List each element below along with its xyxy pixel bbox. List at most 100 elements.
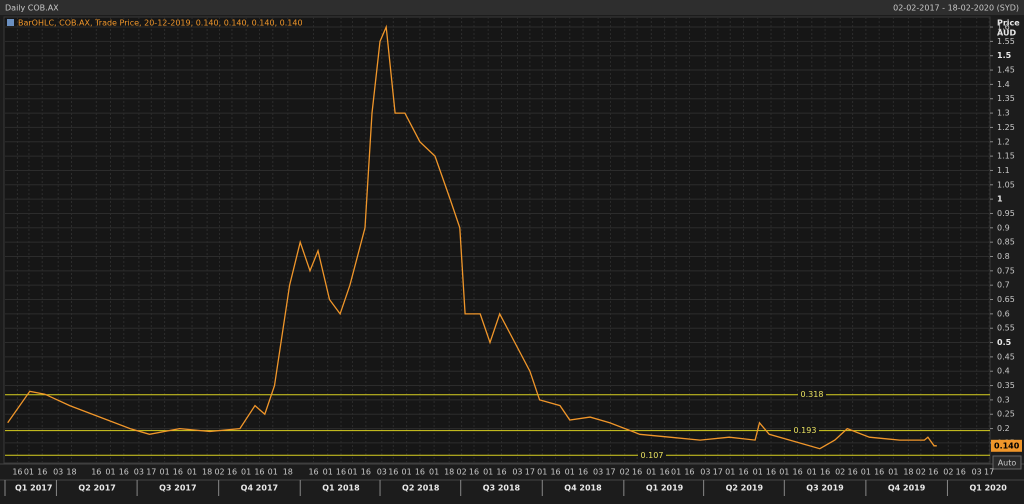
header-title: Daily COB.AX	[5, 4, 59, 13]
x-tick-label: 02	[456, 468, 466, 477]
level-label: 0.318	[801, 390, 824, 399]
x-tick-label: 01	[646, 468, 656, 477]
y-tick-label: 0.95	[997, 209, 1015, 218]
x-tick-label: 17	[713, 468, 723, 477]
header-range: 02-02-2017 - 18-02-2020 (SYD)	[893, 4, 1019, 13]
x-tick-label: 01	[888, 468, 898, 477]
x-tick-label: 16	[847, 468, 857, 477]
x-tick-label: 16	[308, 468, 318, 477]
x-tick-label: 17	[984, 468, 994, 477]
auto-button[interactable]	[992, 455, 1022, 470]
x-tick-label: 16	[415, 468, 425, 477]
x-tick-label: 16	[119, 468, 129, 477]
x-tick-label: 02	[214, 468, 224, 477]
x-tick-label: 16	[336, 468, 346, 477]
x-tick-label: 16	[361, 468, 371, 477]
x-tick-label: 01	[159, 468, 169, 477]
y-tick-label: 0.25	[997, 410, 1015, 419]
y-tick-label: 0.55	[997, 324, 1015, 333]
x-tick-label: 18	[444, 468, 454, 477]
legend-text: BarOHLC, COB.AX, Trade Price, 20-12-2019…	[18, 19, 303, 28]
y-tick-label: 0.8	[997, 252, 1010, 261]
y-tick-label: 1.45	[997, 66, 1015, 75]
y-tick-label: 0.7	[997, 281, 1010, 290]
x-tick-label: 01	[429, 468, 439, 477]
quarter-label: Q2 2018	[402, 484, 440, 493]
x-tick-label: 16	[173, 468, 183, 477]
auto-button-label[interactable]: Auto	[998, 459, 1017, 468]
y-tick-label: 1.1	[997, 166, 1010, 175]
x-tick-label: 01	[241, 468, 251, 477]
quarter-label: Q2 2017	[78, 484, 115, 493]
x-tick-label: 16	[227, 468, 237, 477]
y-tick-label: 0.45	[997, 352, 1015, 361]
y-tick-label: 0.85	[997, 238, 1015, 247]
y-tick-label: 1	[997, 195, 1003, 204]
x-tick-label: 16	[254, 468, 264, 477]
x-tick-label: 03	[972, 468, 982, 477]
y-tick-label: 1.55	[997, 37, 1015, 46]
y-tick-label: 1.5	[997, 51, 1012, 60]
x-tick-label: 16	[793, 468, 803, 477]
y-tick-label: 1.15	[997, 152, 1015, 161]
quarter-label: Q3 2017	[159, 484, 196, 493]
x-tick-label: 01	[565, 468, 575, 477]
x-tick-label: 18	[283, 468, 293, 477]
x-tick-label: 16	[956, 468, 966, 477]
x-tick-label: 16	[91, 468, 101, 477]
x-tick-label: 01	[483, 468, 493, 477]
x-tick-label: 16	[37, 468, 47, 477]
x-tick-label: 16	[388, 468, 398, 477]
y-tick-label: 0.5	[997, 338, 1012, 347]
x-tick-label: 01	[537, 468, 547, 477]
x-tick-label: 01	[753, 468, 763, 477]
x-tick-label: 16	[684, 468, 694, 477]
x-tick-label: 16	[766, 468, 776, 477]
y-tick-label: 0.75	[997, 266, 1015, 275]
x-tick-label: 01	[861, 468, 871, 477]
x-tick-label: 02	[620, 468, 630, 477]
x-tick-label: 01	[323, 468, 333, 477]
x-tick-label: 16	[550, 468, 560, 477]
x-tick-label: 01	[807, 468, 817, 477]
x-tick-label: 02	[943, 468, 953, 477]
quarter-label: Q4 2017	[241, 484, 278, 493]
x-tick-label: 17	[525, 468, 535, 477]
x-tick-label: 01	[671, 468, 681, 477]
x-tick-label: 16	[820, 468, 830, 477]
x-tick-label: 16	[12, 468, 22, 477]
y-tick-label: 0.3	[997, 395, 1010, 404]
x-tick-label: 16	[632, 468, 642, 477]
x-tick-label: 18	[903, 468, 913, 477]
x-tick-label: 03	[700, 468, 710, 477]
y-tick-label: 1.3	[997, 109, 1010, 118]
x-tick-label: 18	[66, 468, 76, 477]
x-tick-label: 01	[187, 468, 197, 477]
y-axis-unit: AUD	[997, 29, 1016, 38]
x-tick-label: 01	[725, 468, 735, 477]
y-tick-label: 0.65	[997, 295, 1015, 304]
x-tick-label: 16	[496, 468, 506, 477]
y-tick-label: 1.25	[997, 123, 1015, 132]
quarter-label: Q1 2019	[646, 484, 684, 493]
quarter-label: Q4 2019	[888, 484, 926, 493]
x-tick-label: 16	[928, 468, 938, 477]
y-tick-label: 0.6	[997, 309, 1010, 318]
x-tick-label: 16	[660, 468, 670, 477]
last-price-tag	[991, 439, 1022, 452]
x-tick-label: 03	[53, 468, 63, 477]
quarter-label: Q3 2018	[483, 484, 521, 493]
x-tick-label: 03	[593, 468, 603, 477]
quarter-label: Q3 2019	[806, 484, 844, 493]
quarter-label: Q1 2020	[969, 484, 1007, 493]
x-tick-label: 01	[779, 468, 789, 477]
legend-icon	[7, 19, 14, 26]
x-tick-label: 01	[105, 468, 115, 477]
x-tick-label: 01	[24, 468, 34, 477]
level-label-bg	[798, 389, 826, 400]
x-tick-label: 01	[402, 468, 412, 477]
quarter-label: Q4 2018	[564, 484, 602, 493]
level-label: 0.193	[794, 426, 817, 435]
y-tick-label: 0.4	[997, 367, 1010, 376]
last-price-label: 0.140	[994, 441, 1020, 450]
